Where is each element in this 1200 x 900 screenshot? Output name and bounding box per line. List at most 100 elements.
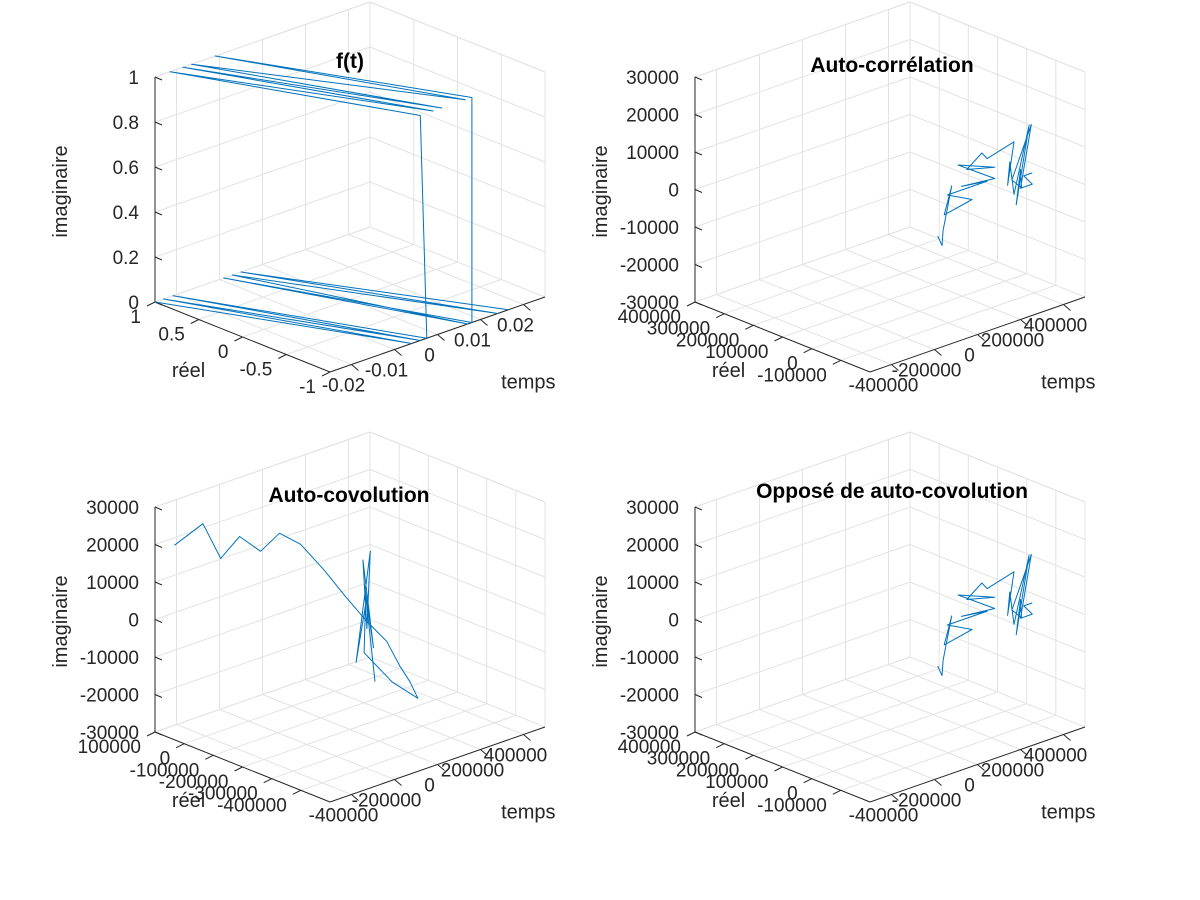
grid-line <box>909 76 1086 148</box>
grid-line <box>154 581 371 658</box>
z-tick-label: 0 <box>128 611 139 632</box>
grid-line <box>909 469 1086 540</box>
y-tick-label: -1 <box>299 377 316 398</box>
subplot-1: -0.02-0.0100.010.02-1-0.500.5100.20.40.6… <box>50 1 556 398</box>
x-tick <box>523 304 531 311</box>
y-tick-label: 400000 <box>618 737 681 758</box>
z-tick <box>154 121 163 126</box>
z-tick-label: 0.6 <box>113 158 139 179</box>
z-tick <box>154 256 163 261</box>
y-tick-label: 0 <box>787 784 798 805</box>
grid-line <box>694 151 911 228</box>
grid-line <box>154 469 371 545</box>
x-tick-label: 200000 <box>981 761 1044 782</box>
x-tick-label: -400000 <box>309 806 379 827</box>
chart-title: Auto-corrélation <box>810 54 973 77</box>
y-tick <box>686 731 696 737</box>
grid-line <box>811 273 1027 350</box>
z-tick-label: 30000 <box>626 68 679 89</box>
grid-line <box>724 238 940 315</box>
grid-line <box>154 136 371 213</box>
x-tick <box>934 779 942 786</box>
y-tick-label: 0 <box>218 342 229 363</box>
z-axis-label: imaginaire <box>590 145 612 237</box>
z-tick-label: -30000 <box>620 293 679 314</box>
grid-line <box>840 284 1056 361</box>
z-tick <box>694 544 703 548</box>
z-axis-label: imaginaire <box>50 575 72 667</box>
box-edge <box>909 1 1086 73</box>
y-axis-label: réel <box>172 360 205 382</box>
chart-title: Auto-covolution <box>269 484 430 507</box>
x-tick <box>1020 749 1028 756</box>
grid-line <box>369 136 546 208</box>
y-tick-label: 300000 <box>647 749 710 770</box>
z-tick-label: -10000 <box>620 648 679 669</box>
z-axis-label: imaginaire <box>50 145 72 237</box>
grid-line <box>909 544 1086 615</box>
subplot-3: -400000-2000000200000400000-400000-30000… <box>50 431 556 827</box>
box-edge <box>694 431 911 508</box>
z-tick <box>694 76 703 81</box>
x-tick-label: 0 <box>964 346 975 367</box>
box-edge <box>369 431 546 503</box>
y-tick <box>774 336 783 342</box>
grid-line <box>694 544 911 620</box>
z-tick-label: 0 <box>668 611 679 632</box>
z-tick <box>694 506 703 511</box>
grid-line <box>909 619 1086 690</box>
grid-line <box>782 691 998 768</box>
box-edge <box>694 1 911 78</box>
y-tick-label: 200000 <box>676 330 739 351</box>
z-tick <box>154 619 163 623</box>
grid-line <box>753 249 969 326</box>
z-tick-label: -10000 <box>80 648 139 669</box>
grid-line <box>286 279 502 355</box>
x-tick <box>891 794 899 801</box>
y-tick <box>234 766 243 772</box>
grid-line <box>909 114 1086 185</box>
box-edge <box>909 431 1086 503</box>
grid-line <box>694 226 911 303</box>
grid-line <box>694 619 911 695</box>
z-tick-label: 30000 <box>86 498 139 519</box>
x-tick <box>1063 304 1071 311</box>
y-tick <box>292 789 302 795</box>
y-tick <box>205 754 214 760</box>
grid-line <box>369 181 546 253</box>
grid-line <box>694 469 911 545</box>
z-tick <box>154 506 163 511</box>
x-tick <box>934 349 942 356</box>
z-tick-label: 1 <box>128 68 139 89</box>
y-tick <box>321 371 331 377</box>
x-tick-label: 0 <box>964 776 975 797</box>
x-tick <box>394 779 402 786</box>
grid-line <box>213 679 429 756</box>
z-tick <box>694 264 703 268</box>
z-tick <box>694 694 703 698</box>
z-tick-label: -30000 <box>620 723 679 744</box>
x-axis-label: temps <box>501 802 555 824</box>
z-tick <box>694 151 703 156</box>
z-tick <box>154 694 163 698</box>
y-tick-label: 300000 <box>647 319 710 340</box>
x-tick <box>977 764 985 771</box>
y-tick-label: -200000 <box>159 772 229 793</box>
x-tick-label: -0.01 <box>365 361 408 382</box>
y-tick-label: -300000 <box>188 784 258 805</box>
grid-line <box>909 189 1086 260</box>
grid-line <box>694 506 911 583</box>
z-tick-label: 10000 <box>626 143 679 164</box>
x-tick <box>351 364 359 371</box>
grid-line <box>154 181 371 258</box>
z-tick <box>694 114 703 118</box>
x-tick-label: 0.01 <box>454 331 491 352</box>
x-tick <box>1063 734 1071 741</box>
z-tick-label: 0.4 <box>113 203 140 224</box>
y-tick-label: 0 <box>787 354 798 375</box>
x-tick-label: -400000 <box>849 376 919 397</box>
z-tick-label: 20000 <box>626 536 679 557</box>
grid-line <box>184 668 400 745</box>
z-tick <box>154 166 163 171</box>
